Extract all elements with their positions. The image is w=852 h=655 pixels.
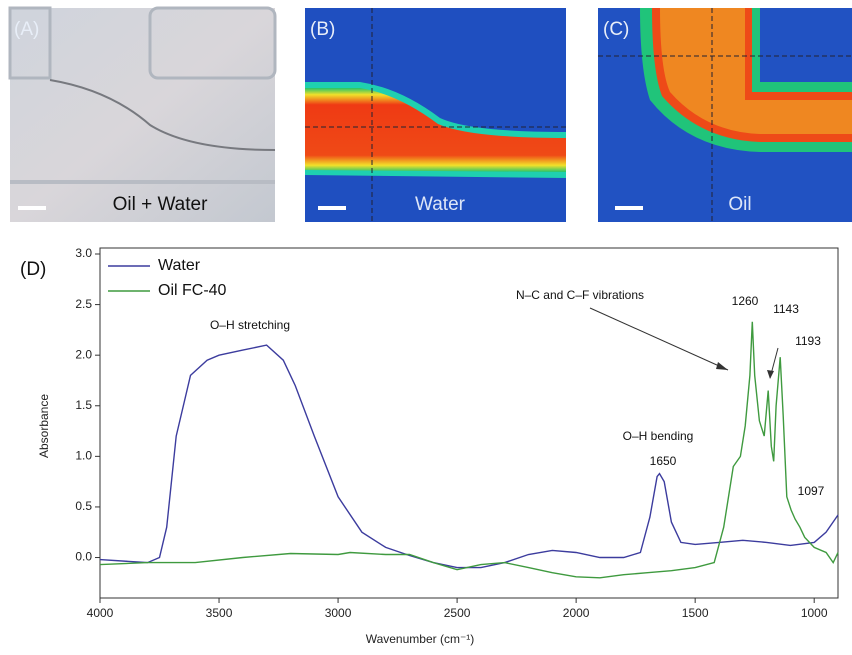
y-tick-label: 0.5 — [75, 499, 92, 513]
x-tick-label: 1500 — [682, 606, 709, 620]
y-tick-label: 3.0 — [75, 246, 92, 260]
legend-label: Oil FC-40 — [158, 282, 227, 299]
arrow-head — [767, 370, 774, 379]
annotation: 1143 — [773, 302, 799, 316]
annotation: 1097 — [798, 484, 825, 498]
panel-label: (B) — [310, 19, 335, 40]
panel-caption: Oil — [728, 194, 751, 215]
y-axis-label: Absorbance — [37, 394, 51, 458]
panel-label: (D) — [20, 259, 46, 280]
plot-frame — [99, 247, 839, 599]
panel-c: (C) Oil — [598, 8, 852, 222]
annotation-arrow — [589, 307, 729, 371]
y-tick-label: 1.5 — [75, 398, 92, 412]
y-tick-label: 1.0 — [75, 449, 92, 463]
x-tick-label: 3000 — [325, 606, 352, 620]
x-tick-label: 2000 — [563, 606, 590, 620]
x-tick-label: 4000 — [87, 606, 114, 620]
panel-a: (A) Oil + Water — [8, 6, 277, 222]
annotation: O–H bending — [623, 429, 694, 443]
annotation: 1193 — [795, 334, 821, 348]
x-tick-label: 3500 — [206, 606, 233, 620]
panel-label: (C) — [603, 19, 629, 40]
annotation: O–H stretching — [210, 318, 290, 332]
panel-caption: Water — [415, 194, 466, 215]
x-tick-label: 2500 — [444, 606, 471, 620]
chart: (D) Wavenumber (cm⁻¹) Absorbance 4000 350… — [20, 246, 839, 646]
panel-label: (A) — [14, 19, 39, 40]
series-line — [99, 344, 839, 569]
legend-label: Water — [158, 257, 201, 274]
y-tick-label: 2.5 — [75, 297, 92, 311]
y-tick-label: 0.0 — [75, 550, 92, 564]
panel-caption: Oil + Water — [113, 194, 209, 215]
panel-b: (B) Water — [305, 8, 566, 222]
y-tick-label: 2.0 — [75, 347, 92, 361]
x-axis-label: Wavenumber (cm⁻¹) — [366, 632, 475, 646]
annotation: 1650 — [650, 454, 677, 468]
annotation: N–C and C–F vibrations — [516, 288, 644, 302]
annotation: 1260 — [732, 294, 759, 308]
x-tick-label: 1000 — [801, 606, 828, 620]
arrow-head — [716, 362, 728, 370]
series-line — [99, 321, 839, 579]
